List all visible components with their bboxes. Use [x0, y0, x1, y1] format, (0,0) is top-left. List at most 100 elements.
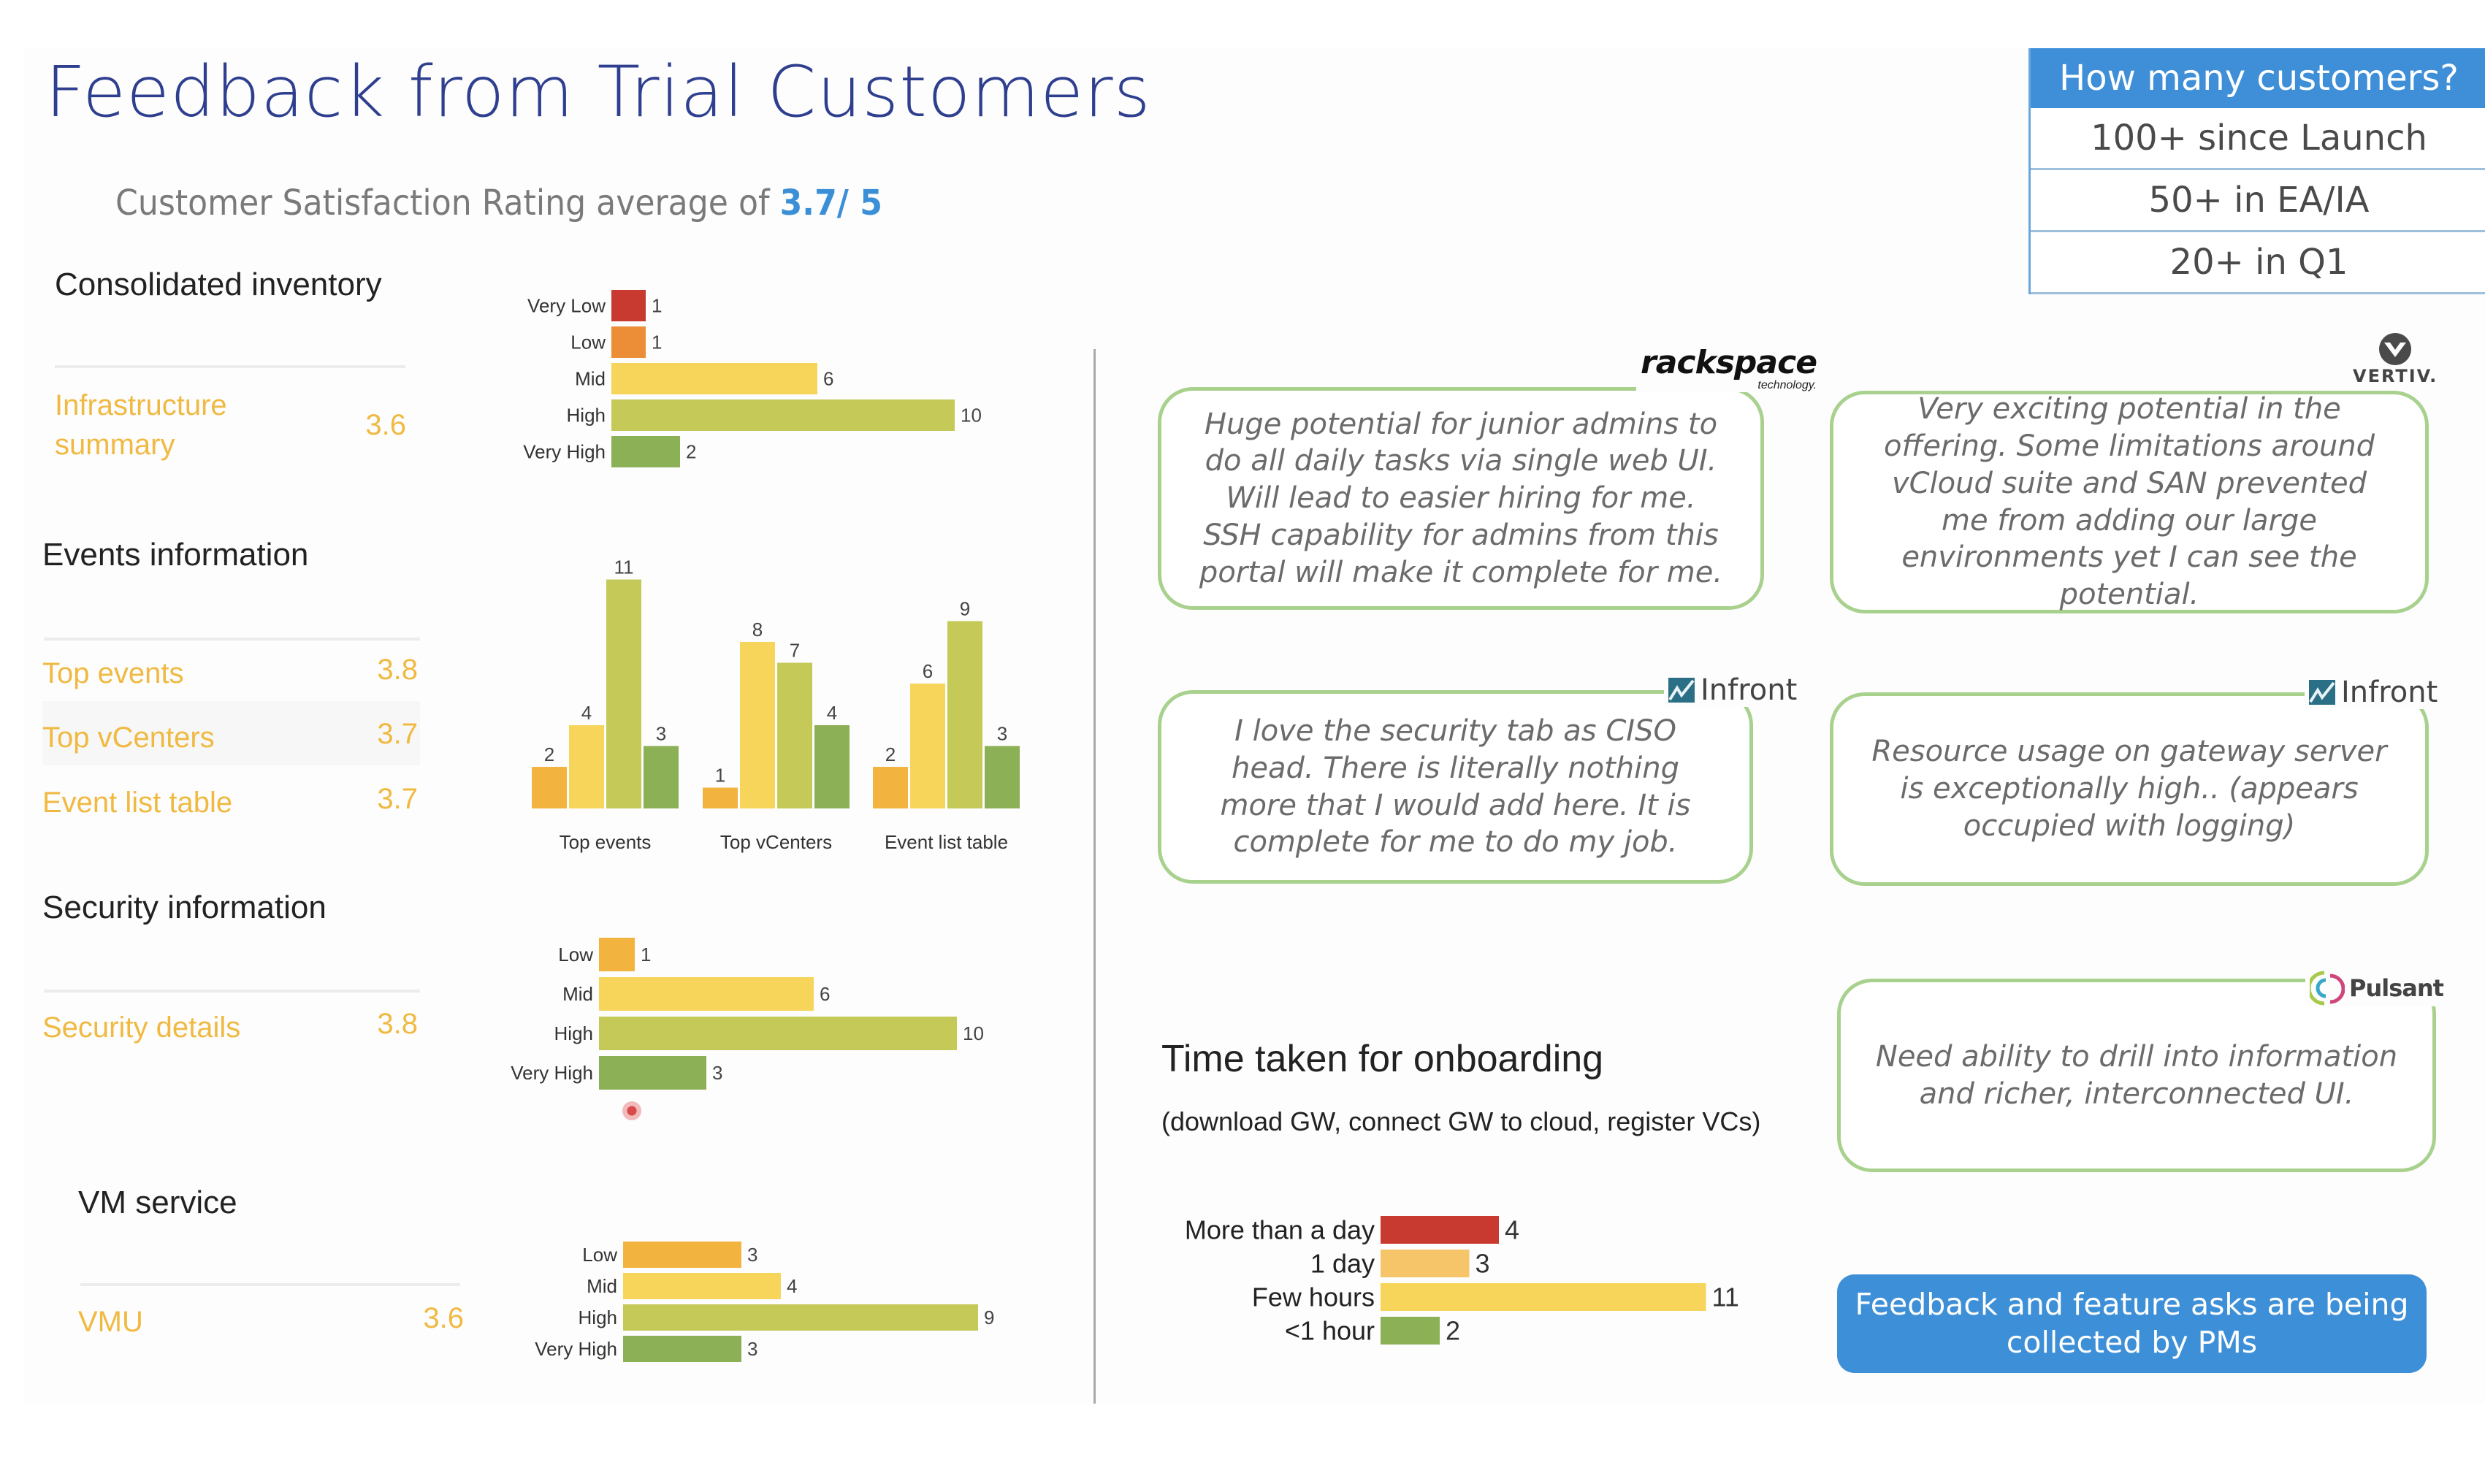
bar-value-label: 3 [997, 723, 1007, 745]
bar-value-label: 3 [712, 1062, 722, 1084]
bar-value-label: 8 [752, 619, 763, 640]
section-title-events: Events information [42, 537, 309, 573]
bar-value-label: 4 [581, 702, 592, 724]
vertiv-icon [2379, 333, 2412, 365]
metric-value-top-vcenters: 3.7 [377, 718, 418, 750]
bar-value-label: 6 [823, 368, 833, 390]
bar-more-than-a-day [1381, 1216, 1499, 1244]
bar-very-high [611, 436, 680, 467]
feedback-quote: Huge potential for junior admins to do a… [1199, 407, 1723, 589]
bar-category-label: Very Low [527, 295, 606, 317]
metric-label-infrastructure-summary[interactable]: Infrastructure summary [55, 386, 227, 464]
customer-count-row: 100+ since Launch [2031, 108, 2485, 170]
rackspace-logo: rackspace technology. [1636, 344, 1822, 392]
bar-mid [569, 725, 604, 808]
metric-label-event-list-table[interactable]: Event list table [42, 787, 233, 819]
section-title-vm: VM service [78, 1185, 237, 1220]
feedback-collected-by-pms-button[interactable]: Feedback and feature asks are being coll… [1837, 1274, 2427, 1373]
section-title-security: Security information [42, 890, 327, 925]
vertiv-logo: VERTIV. [2348, 332, 2443, 386]
bar-value-label: 9 [984, 1307, 994, 1328]
metric-label-security-details[interactable]: Security details [42, 1011, 241, 1044]
bar-category-label: High [567, 405, 606, 427]
bar-very-high [985, 746, 1020, 808]
logo-name: VERTIV. [2353, 366, 2438, 386]
customer-count-row: 20+ in Q1 [2031, 232, 2485, 294]
bar-low [623, 1242, 741, 1268]
feedback-quote: Very exciting potential in the offering.… [1883, 392, 2375, 612]
bar-value-label: 1 [652, 295, 662, 317]
section-title-inventory: Consolidated inventory [55, 267, 382, 302]
bar-category-label: 1 day [1310, 1249, 1375, 1279]
feedback-quote: I love the security tab as CISO head. Th… [1220, 714, 1691, 860]
bar-high [599, 1017, 957, 1050]
bar-very-high [623, 1336, 741, 1362]
logo-name: Infront [1700, 673, 1798, 707]
bar--1-hour [1381, 1317, 1440, 1345]
customer-count-table: How many customers? 100+ since Launch 50… [2028, 48, 2485, 294]
metric-value-vmu: 3.6 [423, 1302, 464, 1334]
onboarding-subtitle: (download GW, connect GW to cloud, regis… [1161, 1106, 1761, 1136]
bar-high [611, 399, 955, 431]
pulsant-logo: Pulsant [2305, 970, 2448, 1006]
bar-value-label: 2 [885, 743, 896, 765]
bar-value-label: 6 [923, 660, 933, 682]
bar-category-label: Low [558, 944, 593, 965]
bar-category-label: Very High [535, 1338, 617, 1360]
bar-category-label: Very High [511, 1062, 593, 1084]
onboarding-title: Time taken for onboarding [1161, 1038, 1604, 1080]
bar-value-label: 1 [641, 944, 651, 965]
bar-low [873, 767, 908, 808]
bar-category-label: High [554, 1022, 593, 1044]
bar-category-label: High [579, 1307, 617, 1328]
bar-category-label: Low [582, 1244, 617, 1266]
metric-label-line: summary [55, 429, 175, 461]
metric-label-line: Infrastructure [55, 389, 227, 421]
inventory-rating-chart: Very Low 1 Low 1 Mid 6 High 10 Very High 2 [523, 290, 982, 467]
bar-value-label: 10 [961, 405, 982, 427]
section-divider [44, 638, 420, 640]
bar-very-high [814, 725, 850, 808]
bar-low [599, 938, 635, 971]
bar-category-label: Very High [523, 441, 606, 463]
bar-mid [611, 363, 817, 394]
bar-value-label: 6 [820, 983, 830, 1005]
logo-name: rackspace [1641, 344, 1817, 381]
page-title: Feedback from Trial Customers [45, 51, 1151, 133]
section-divider [80, 1283, 460, 1286]
section-divider [55, 365, 405, 368]
bar-value-label: 2 [544, 743, 554, 765]
bar-category-label: Mid [575, 368, 606, 390]
pulsant-icon [2310, 971, 2345, 1006]
bar-value-label: 3 [1476, 1249, 1490, 1279]
bar-value-label: 2 [686, 441, 696, 463]
customer-count-heading: How many customers? [2031, 48, 2485, 108]
bar-category-label: Mid [562, 983, 593, 1005]
satisfaction-subtitle: Customer Satisfaction Rating average of … [115, 183, 882, 223]
metric-label-vmu[interactable]: VMU [78, 1302, 143, 1342]
satisfaction-rating-value: 3.7/ 5 [779, 183, 883, 223]
bar-mid [599, 977, 814, 1011]
bar-category-label: More than a day [1185, 1215, 1375, 1245]
feedback-card: Huge potential for junior admins to do a… [1158, 387, 1764, 610]
bar-value-label: 1 [652, 332, 662, 353]
feedback-card: Need ability to drill into information a… [1837, 979, 2436, 1172]
bar-value-label: 4 [1505, 1215, 1519, 1245]
bar-category-label: <1 hour [1285, 1316, 1375, 1346]
bar-value-label: 4 [827, 702, 837, 724]
bar-value-label: 11 [614, 556, 634, 578]
subtitle-prefix: Customer Satisfaction Rating average of [115, 183, 780, 223]
bar-value-label: 3 [747, 1244, 757, 1266]
metric-value-event-list-table: 3.7 [377, 783, 418, 815]
metric-label-top-events[interactable]: Top events [42, 657, 184, 689]
infront-logo: Infront [1664, 673, 1802, 707]
bar-mid [910, 684, 945, 808]
bar-high [777, 662, 812, 808]
infront-icon [2309, 680, 2335, 705]
bar-low [611, 326, 646, 358]
bar-very-low [611, 290, 646, 321]
vm-rating-chart: Low 3 Mid 4 High 9 Very High 3 [535, 1242, 994, 1362]
metric-label-top-vcenters[interactable]: Top vCenters [42, 722, 215, 754]
bar-value-label: 3 [747, 1338, 757, 1360]
metric-value-security-details: 3.8 [377, 1008, 418, 1040]
